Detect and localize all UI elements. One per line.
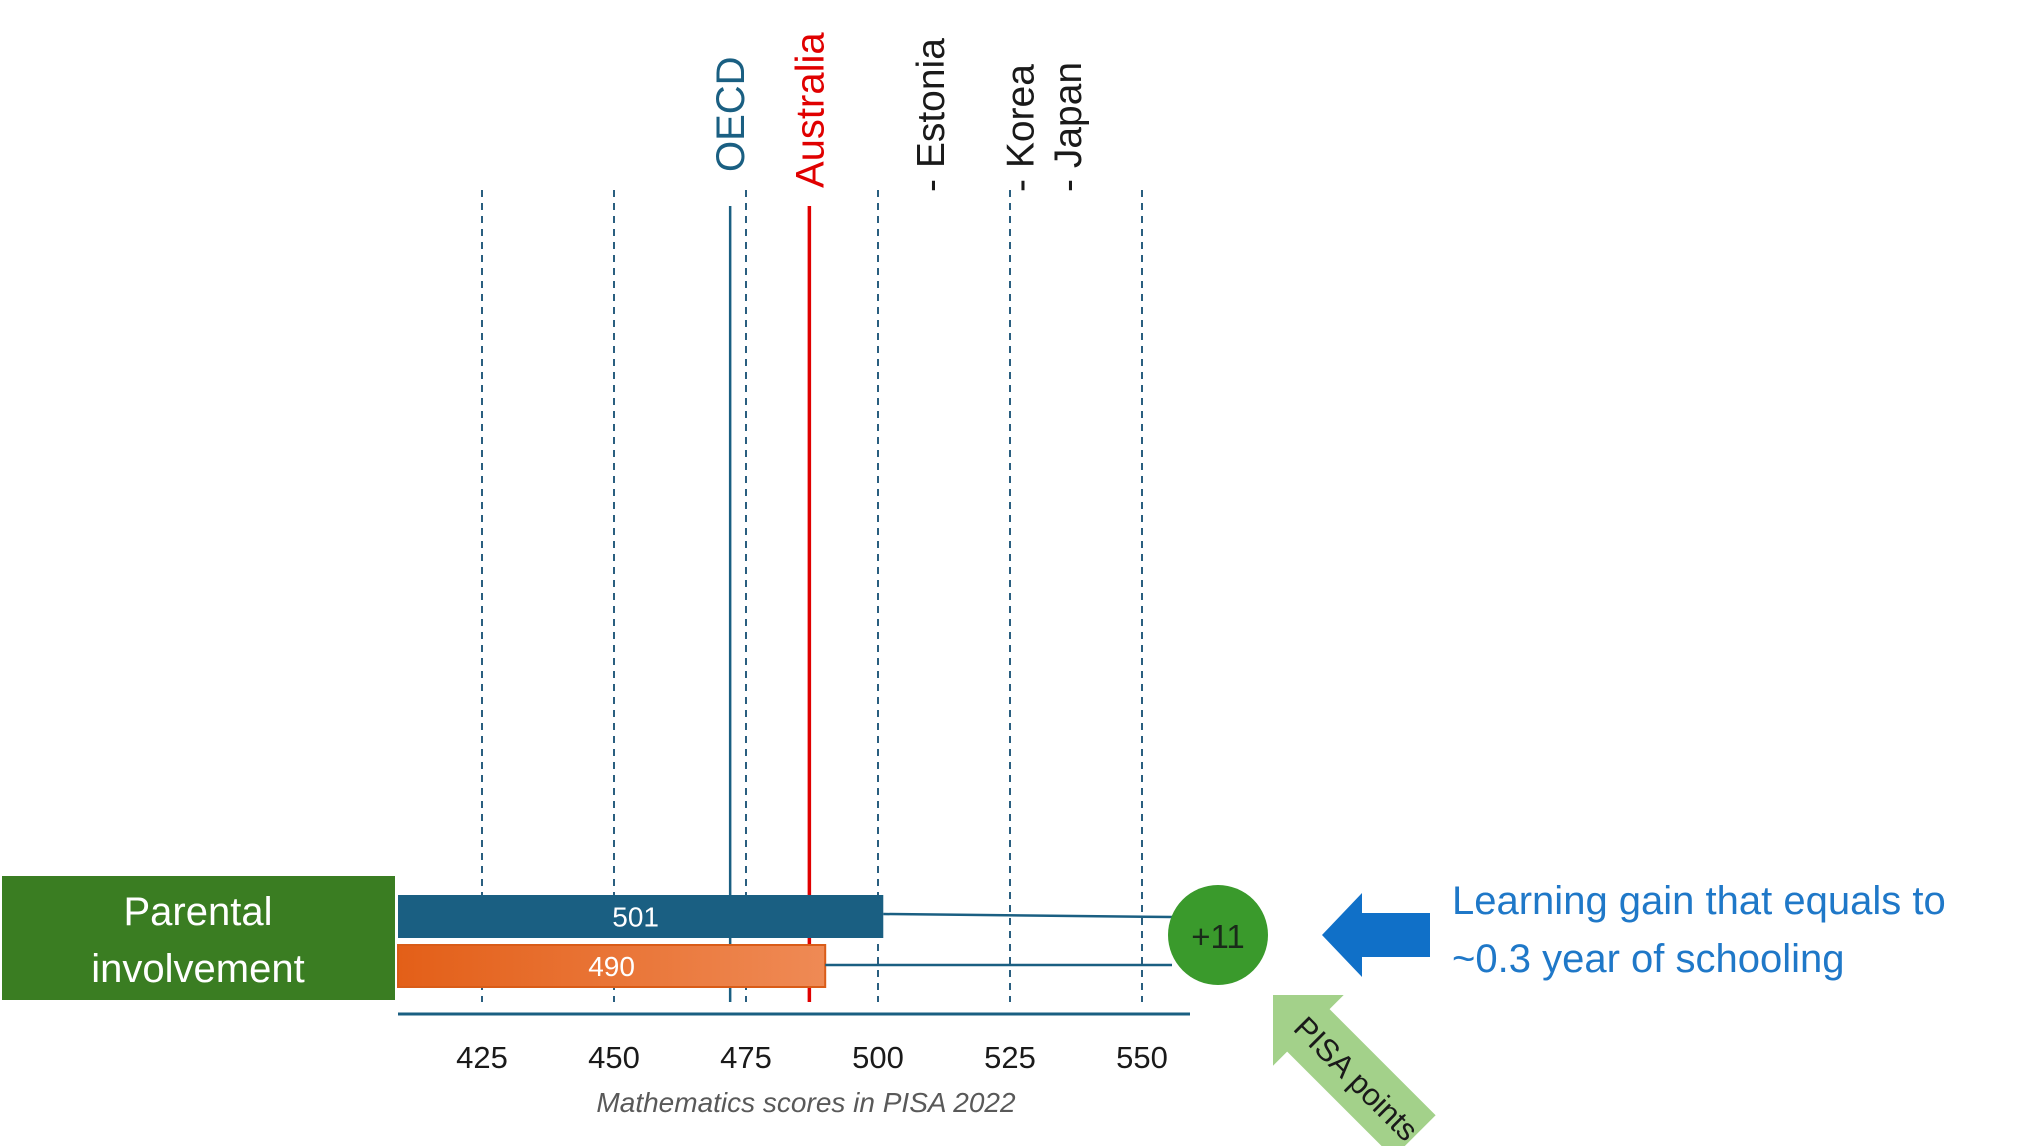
green-arrow-icon: PISA points xyxy=(1273,995,1436,1146)
category-box xyxy=(2,876,395,1000)
reference-label-oecd: OECD xyxy=(709,56,753,172)
grid-lines xyxy=(481,190,1143,1002)
reference-label-australia: Australia xyxy=(788,32,832,188)
gain-text-line2: ~0.3 year of schooling xyxy=(1452,937,1844,981)
x-axis-title: Mathematics scores in PISA 2022 xyxy=(596,1087,1016,1118)
bar-1 xyxy=(398,895,884,938)
x-tick-label: 500 xyxy=(852,1040,904,1075)
connector-line-1 xyxy=(883,912,1173,919)
x-tick-label: 475 xyxy=(720,1040,772,1075)
arrow-label: PISA points xyxy=(1287,1010,1425,1146)
bar-value-label: 501 xyxy=(612,902,659,933)
x-tick-label: 425 xyxy=(456,1040,508,1075)
x-tick-label: 525 xyxy=(984,1040,1036,1075)
country-label-japan: - Japan xyxy=(1047,62,1090,192)
difference-label: +11 xyxy=(1191,918,1245,955)
x-axis: 425 450 475 500 525 550 xyxy=(398,1012,1190,1075)
blue-arrow-icon xyxy=(1322,893,1430,977)
category-label: Parental involvement xyxy=(91,890,304,991)
country-markers: - Estonia - Korea - Japan xyxy=(910,38,1090,192)
bar-value-label: 490 xyxy=(588,951,635,982)
country-label-korea: - Korea xyxy=(1000,64,1043,192)
reference-lines xyxy=(728,206,812,1002)
x-tick-label: 550 xyxy=(1116,1040,1168,1075)
difference-badge xyxy=(1168,885,1268,985)
reference-labels: OECD Australia xyxy=(709,32,832,188)
country-label-estonia: - Estonia xyxy=(910,38,953,192)
x-tick-label: 450 xyxy=(588,1040,640,1075)
gain-text-line1: Learning gain that equals to xyxy=(1452,879,1946,923)
